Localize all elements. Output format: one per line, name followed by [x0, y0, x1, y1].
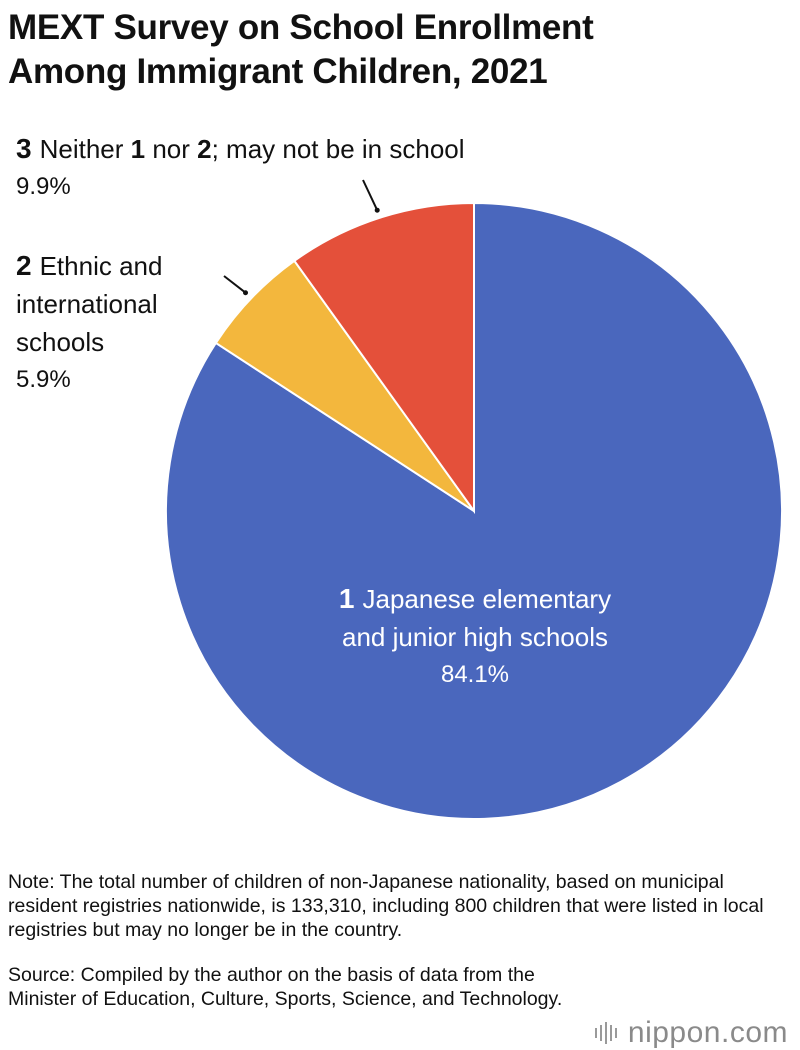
- slice-3-percent: 9.9%: [16, 173, 71, 200]
- leader-line-2-end: [243, 290, 249, 296]
- leader-line-3-end: [374, 207, 380, 213]
- slice-1-percent: 84.1%: [440, 661, 510, 688]
- source-note: Source: Compiled by the author on the ba…: [8, 964, 563, 1010]
- pie-slice-3: [292, 201, 475, 515]
- slice-3-text-a: Neither: [39, 134, 131, 164]
- logo-text: nippon: [627, 1016, 721, 1049]
- slice-1-text-a: Japanese elementary: [362, 584, 612, 614]
- slice-label-1: 1 Japanese elementary and junior high sch…: [270, 580, 680, 694]
- slice-2-number: 2: [16, 250, 32, 281]
- slice-3-number: 3: [16, 133, 32, 164]
- slice-3-text-c: ; may not be in school: [211, 134, 465, 164]
- logo-suffix: .com: [720, 1016, 788, 1049]
- slice-2-percent: 5.9%: [16, 366, 71, 393]
- slice-1-number: 1: [338, 583, 355, 614]
- slice-3-text-b: nor: [145, 134, 198, 164]
- chart-title: MEXT Survey on School Enrollment Among I…: [8, 6, 788, 94]
- leader-line-3: [362, 179, 379, 211]
- slice-label-3: 3 Neither 1 nor 2; may not be in school 9…: [16, 130, 656, 206]
- chart-title-line-1: MEXT Survey on School Enrollment: [8, 8, 594, 47]
- footnote: Note: The total number of children of no…: [8, 871, 764, 941]
- slice-3-ref-2: 2: [197, 134, 212, 164]
- slice-2-text-c: schools: [16, 327, 105, 357]
- slice-label-2: 2 Ethnic and international schools 5.9%: [16, 247, 246, 399]
- logo-bars-icon: [594, 1022, 620, 1044]
- slice-3-ref-1: 1: [130, 134, 146, 164]
- leader-line-2: [223, 275, 247, 294]
- slice-2-text-a: Ethnic and: [39, 251, 163, 281]
- slice-1-text-b: and junior high schools: [342, 622, 608, 652]
- chart-title-line-2: Among Immigrant Children, 2021: [8, 52, 548, 91]
- slice-2-text-b: international: [16, 289, 158, 319]
- pie-slice-1: [165, 201, 783, 820]
- nippon-logo: nippon .com: [594, 1016, 788, 1049]
